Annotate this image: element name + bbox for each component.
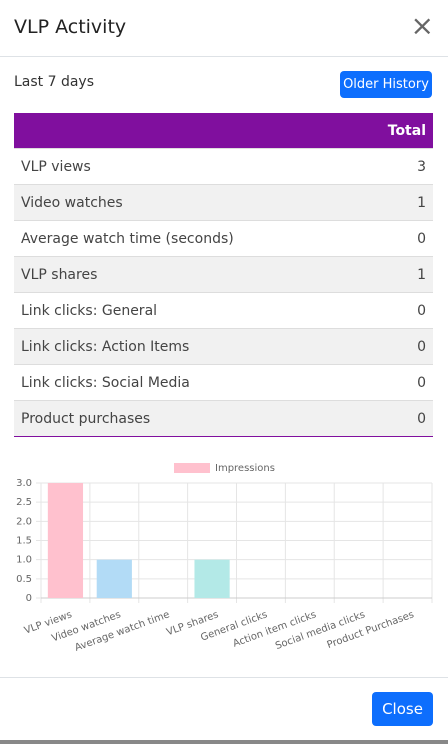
divider [0,677,448,678]
bar [96,559,132,598]
row-value: 0 [394,220,433,257]
legend-label: Impressions [215,463,275,474]
divider [0,56,448,57]
y-tick-label: 2.0 [16,516,32,527]
row-value: 1 [394,256,433,293]
legend-swatch [174,463,210,473]
row-label: Link clicks: General [14,292,395,329]
row-label: VLP shares [14,256,395,293]
table-row: VLP views 3 [14,148,433,185]
table-row: Video watches 1 [14,184,433,221]
close-button[interactable]: Close [372,692,433,726]
y-tick-label: 3.0 [16,478,32,489]
x-tick-label: Product Purchases [326,609,416,651]
row-value: 0 [394,328,433,365]
row-value: 0 [394,400,433,437]
y-tick-label: 0.5 [16,574,32,585]
close-icon[interactable]: × [410,9,434,42]
y-tick-label: 1.5 [16,536,32,547]
row-value: 3 [394,148,433,185]
y-tick-label: 2.5 [16,497,32,508]
table-row: Product purchases 0 [14,400,433,437]
table-row: Link clicks: Social Media 0 [14,364,433,401]
row-label: Average watch time (seconds) [14,220,395,257]
bar [194,559,230,598]
row-label: Link clicks: Action Items [14,328,395,365]
activity-table: Total VLP views 3 Video watches 1 Average wa… [14,113,433,437]
older-history-button[interactable]: Older History [340,71,432,98]
row-value: 1 [394,184,433,221]
y-tick-label: 1.0 [16,555,32,566]
table-header: Total [14,113,433,149]
table-row: Average watch time (seconds) 0 [14,220,433,257]
bar [47,483,84,598]
modal-title: VLP Activity [14,16,127,38]
row-label: Link clicks: Social Media [14,364,395,401]
row-label: Product purchases [14,400,395,437]
row-label: Video watches [14,184,395,221]
table-row: Link clicks: General 0 [14,292,433,329]
row-value: 0 [394,364,433,401]
table-row: VLP shares 1 [14,256,433,293]
table-row: Link clicks: Action Items 0 [14,328,433,365]
y-tick-label: 0 [26,593,32,604]
row-value: 0 [394,292,433,329]
period: Last 7 days [14,74,95,90]
row-label: VLP views [14,148,395,185]
